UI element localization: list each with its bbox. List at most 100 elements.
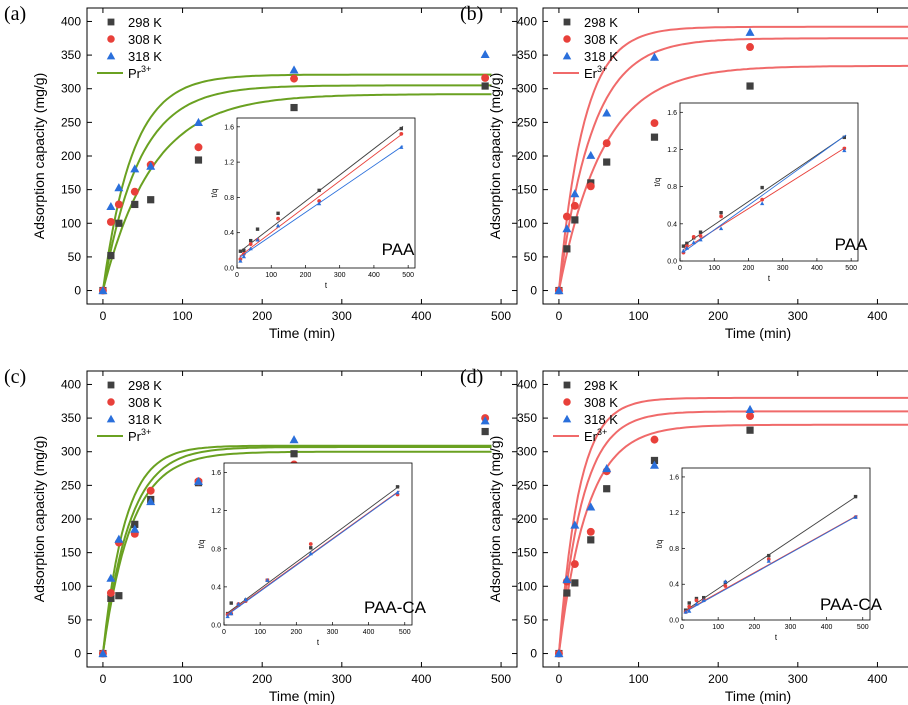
inset-point xyxy=(309,546,313,550)
point-308k xyxy=(194,143,203,152)
point-318k xyxy=(602,464,612,473)
legend-marker-3 xyxy=(562,51,572,60)
x-tick-label: 100 xyxy=(629,672,649,686)
y-tick-label: 300 xyxy=(517,82,537,96)
y-tick-label: 200 xyxy=(517,149,537,163)
y-tick-label: 50 xyxy=(524,250,538,264)
inset-y-tick-label: 1.2 xyxy=(224,160,234,167)
inset-point xyxy=(760,197,765,202)
panel-label: (a) xyxy=(4,3,26,25)
point-308k xyxy=(562,212,571,221)
inset-point xyxy=(317,188,321,193)
inset-y-tick-label: 0.0 xyxy=(224,266,234,273)
x-tick-label: 400 xyxy=(411,309,431,323)
inset-y-tick-label: 1.6 xyxy=(669,474,679,481)
fit-curve-1 xyxy=(557,64,908,291)
y-tick-label: 400 xyxy=(61,377,81,391)
inset-point xyxy=(248,246,253,251)
point-318k xyxy=(554,286,564,295)
legend-marker-3 xyxy=(106,51,116,60)
y-tick-label: 0 xyxy=(530,647,537,661)
point-298k xyxy=(115,219,123,227)
y-axis-title: Adsorption capacity (mg/g) xyxy=(31,436,47,603)
point-318k xyxy=(130,524,140,533)
legend-label: 298 K xyxy=(128,15,162,30)
inset-point xyxy=(853,494,858,499)
legend-label: 318 K xyxy=(128,49,162,64)
x-axis-title: Time (min) xyxy=(725,688,791,704)
inset-x-tick-label: 400 xyxy=(821,624,833,631)
inset-frame xyxy=(223,462,413,626)
y-tick-label: 250 xyxy=(61,478,81,492)
inset-point xyxy=(399,126,404,131)
inset-y-title: t/q xyxy=(197,540,206,549)
inset-x-title: t xyxy=(768,274,771,283)
panel-label: (d) xyxy=(460,366,483,388)
y-tick-label: 200 xyxy=(61,149,81,163)
x-tick-label: 200 xyxy=(708,309,728,323)
inset-x-tick-label: 400 xyxy=(811,265,823,272)
point-318k xyxy=(106,201,116,211)
inset-point xyxy=(242,248,246,253)
x-tick-label: 200 xyxy=(252,309,272,323)
inset-point xyxy=(395,490,400,495)
point-298k xyxy=(107,251,115,260)
point-298k xyxy=(131,520,139,528)
inset-y-tick-label: 1.6 xyxy=(224,124,234,131)
point-318k xyxy=(114,183,124,192)
legend-label: 298 K xyxy=(584,378,618,393)
inset-point xyxy=(767,553,771,558)
inset-x-tick-label: 200 xyxy=(748,624,760,631)
legend-ion: Pr xyxy=(128,66,142,81)
inset-point xyxy=(229,601,233,605)
inset-point xyxy=(308,542,313,546)
inset-fit-line-3 xyxy=(226,490,400,616)
inset-x-tick-label: 300 xyxy=(334,272,346,279)
fit-curve-3 xyxy=(557,396,908,654)
x-tick-label: 400 xyxy=(867,309,887,323)
y-tick-label: 300 xyxy=(61,82,81,96)
x-axis-title: Time (min) xyxy=(269,325,335,341)
panel-c: (c) 0 100 200 300 400 500 0 50 100 150 200 250 300 350… xyxy=(4,366,518,704)
y-tick-label: 150 xyxy=(61,546,81,560)
inset-x-tick-label: 200 xyxy=(300,272,312,279)
inset-y-tick-label: 0.8 xyxy=(669,546,679,553)
inset-x-tick-label: 500 xyxy=(402,272,414,279)
inset-y-tick-label: 0.8 xyxy=(224,195,234,202)
point-298k xyxy=(131,200,139,209)
legend-label: 318 K xyxy=(584,412,618,427)
x-tick-label: 100 xyxy=(173,672,193,686)
fit-curve-3 xyxy=(557,25,908,291)
point-308k xyxy=(602,139,611,148)
y-tick-label: 50 xyxy=(68,250,82,264)
point-318k xyxy=(745,404,755,413)
inset-point xyxy=(276,216,280,221)
fit-curve-3 xyxy=(101,444,492,654)
inset-point xyxy=(395,485,400,489)
inset-point xyxy=(238,258,243,263)
point-308k xyxy=(746,43,754,51)
legend-fit-label: Er3+ xyxy=(584,427,607,444)
x-tick-label: 300 xyxy=(788,309,808,323)
inset-y-title: t/q xyxy=(653,178,662,187)
point-308k xyxy=(586,527,595,536)
y-tick-label: 350 xyxy=(517,411,537,425)
point-298k xyxy=(290,103,298,112)
point-318k xyxy=(649,460,659,469)
inset-chart: 0 100 200 300 400 500 0.0 0.4 0.8 1.2 1.6 t t/q xyxy=(210,117,416,290)
y-tick-label: 100 xyxy=(61,579,81,593)
inset-x-tick-label: 400 xyxy=(368,272,380,279)
inset-y-title: t/q xyxy=(655,540,664,549)
inset-x-tick-label: 200 xyxy=(290,629,302,636)
y-tick-label: 100 xyxy=(61,216,81,230)
inset-x-title: t xyxy=(775,633,778,642)
inset-x-title: t xyxy=(317,638,320,647)
inset-point xyxy=(255,227,260,231)
x-tick-label: 400 xyxy=(867,672,887,686)
legend-ion: Er xyxy=(584,66,598,81)
legend-label: 308 K xyxy=(584,395,618,410)
point-318k xyxy=(586,150,596,159)
inset-point xyxy=(691,234,696,239)
x-axis-title: Time (min) xyxy=(725,325,791,341)
legend-ion-charge: 3+ xyxy=(597,427,607,437)
